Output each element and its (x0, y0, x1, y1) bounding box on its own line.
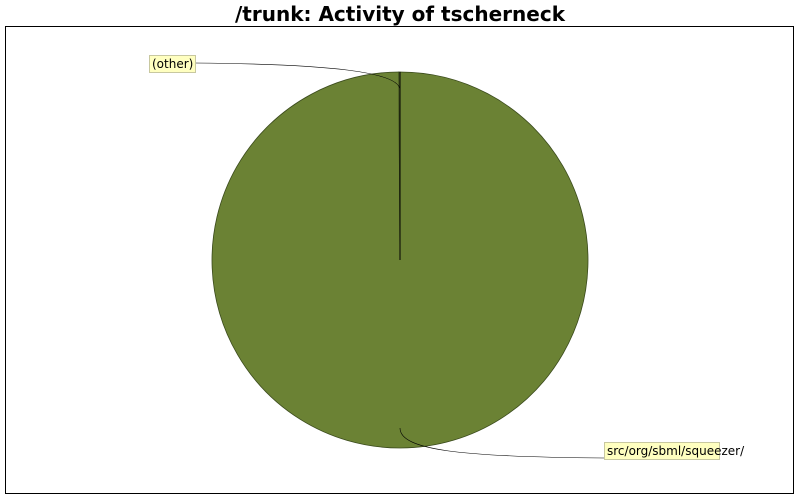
slice-label-squeezer: src/org/sbml/squeezer/ (604, 442, 744, 460)
leader-line-other (193, 62, 401, 91)
chart-title: /trunk: Activity of tscherneck (234, 2, 566, 26)
plot-frame (5, 26, 794, 494)
leader-line-squeezer (399, 427, 605, 459)
slice-label-other: (other) (149, 55, 197, 73)
